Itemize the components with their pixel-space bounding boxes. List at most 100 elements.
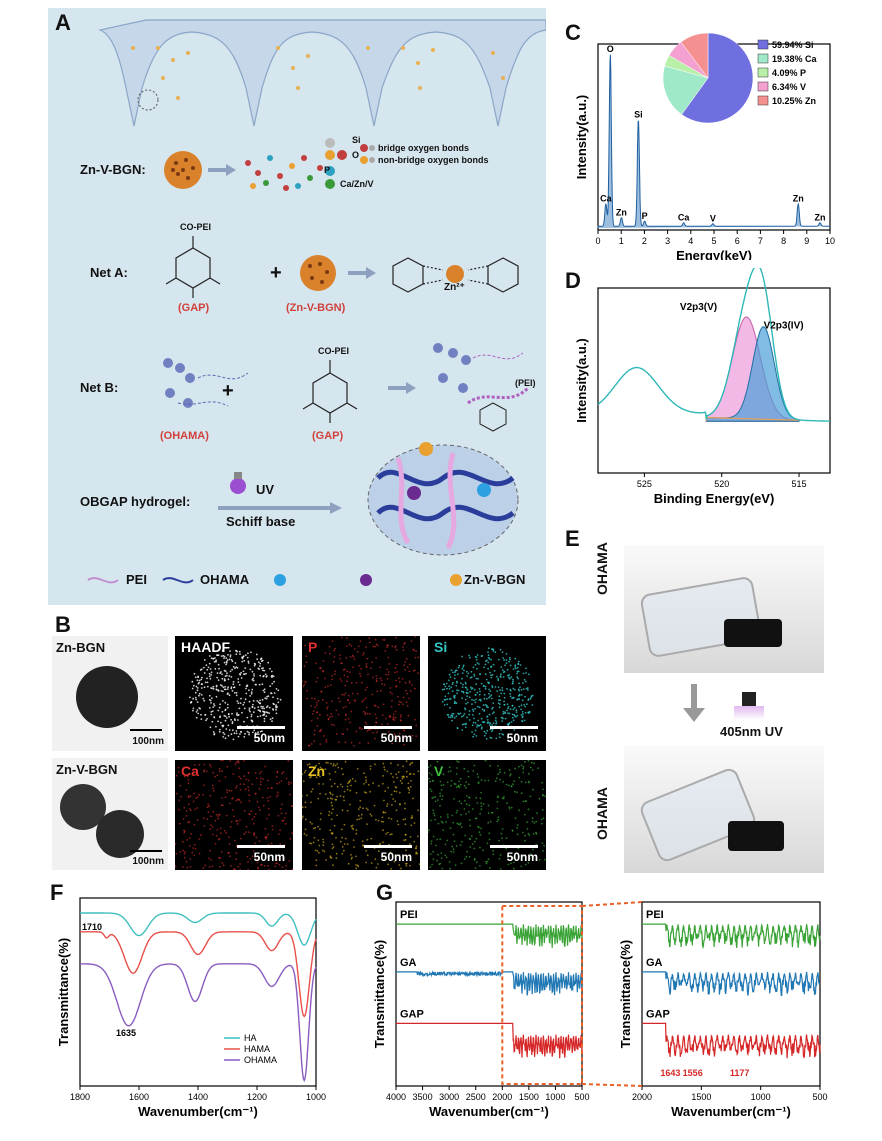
ohama-top-label: OHAMA [594, 542, 610, 595]
x-axis-label: Binding Energy(eV) [654, 491, 775, 506]
peak-label: Ca [678, 213, 690, 223]
legend-swatch [757, 53, 769, 64]
obgap-label: OBGAP hydrogel: [80, 494, 191, 509]
cazn-label: Ca/Zn/V [340, 179, 374, 189]
panel-e-label: E [565, 526, 580, 551]
annotation-1710: 1710 [82, 922, 102, 932]
zoom-line [581, 901, 643, 907]
x-tick-label: 3500 [413, 1092, 433, 1102]
x-tick-label: 8 [781, 236, 786, 246]
right-series-gap [642, 1022, 821, 1059]
hydrogel-network [367, 442, 519, 556]
uv-label: UV [256, 482, 275, 497]
pie-slice [662, 65, 709, 115]
x-tick-label: 2500 [466, 1092, 486, 1102]
x-tick-label: 1000 [306, 1092, 326, 1102]
left-series-pei [396, 923, 583, 948]
left-series-label: GAP [400, 1008, 424, 1020]
uv-405-label: 405nm UV [720, 724, 783, 739]
pie-slice [680, 32, 709, 79]
x-tick-label: 1500 [519, 1092, 539, 1102]
plot-frame [395, 901, 583, 1087]
annotation-1556: 1556 [683, 1068, 703, 1078]
row1-label: Zn-BGN [56, 640, 106, 655]
chart-g-ftir: 4000 3500 3000 2500 2000 1500 1000 500 Wavenumbe… [372, 901, 828, 1119]
legend-label: OHAMA [244, 1055, 277, 1065]
annotation-1635: 1635 [116, 1028, 136, 1038]
x-tick-label: 7 [758, 236, 763, 246]
legend-ohama: OHAMA [200, 572, 250, 587]
net-b-label: Net B: [80, 380, 119, 395]
gap-label-b: (GAP) [312, 430, 344, 442]
legend-swatch [757, 95, 769, 106]
x-tick-label: 2000 [492, 1092, 512, 1102]
eds-map-haadf: HAADF 50nm [175, 636, 293, 751]
zoom-box [501, 905, 584, 1085]
x-tick-label: 500 [574, 1092, 589, 1102]
scale-50: 50nm [506, 850, 538, 864]
o-label: O [352, 150, 360, 160]
eds-map-ca: Ca 50nm [175, 760, 293, 870]
scale-50: 50nm [506, 731, 538, 745]
y-axis-label: Transmittance(%) [372, 940, 387, 1048]
x-tick-label: 1000 [751, 1092, 771, 1102]
y-axis-label: Transmittance(%) [56, 938, 71, 1046]
bgn-sphere-neta [300, 255, 336, 291]
panel-g-label: G [376, 880, 394, 905]
glass-network [245, 155, 323, 191]
eds-map-title: V [434, 763, 444, 779]
x-tick-label: 4 [688, 236, 693, 246]
x-tick-label: 525 [637, 479, 652, 489]
peak-label: V [710, 213, 716, 223]
scale-50: 50nm [253, 850, 285, 864]
x-tick-label: 1500 [691, 1092, 711, 1102]
x-tick-label: 1 [619, 236, 624, 246]
panel-a-label: A [55, 10, 71, 35]
x-tick-label: 520 [714, 479, 729, 489]
peak-label: Ca [600, 194, 612, 204]
legend-swatch [757, 81, 769, 92]
x-tick-label: 500 [812, 1092, 827, 1102]
panel-d-label: D [565, 268, 581, 293]
x-tick-label: 3000 [439, 1092, 459, 1102]
nonbridge-label: non-bridge oxygen bonds [378, 155, 489, 165]
legend-swatch [757, 67, 769, 78]
pei-label-netb: (PEI) [515, 378, 536, 388]
series-ha [80, 912, 317, 946]
right-series-label: GAP [646, 1008, 670, 1020]
scale-50: 50nm [380, 850, 412, 864]
eds-map-v: V 50nm [428, 760, 546, 870]
x-axis-label: Wavenumber(cm⁻¹) [429, 1104, 549, 1119]
legend-label: 10.25% Zn [772, 96, 816, 106]
eds-map-p: P 50nm [302, 636, 420, 751]
x-tick-label: 3 [665, 236, 670, 246]
xps-spectrum [597, 268, 830, 422]
x-tick-label: 10 [825, 236, 835, 246]
eds-map-title: HAADF [181, 639, 230, 655]
annotation-v5: V2p3(V) [680, 302, 717, 313]
scale-50: 50nm [253, 731, 285, 745]
ohama-bottom-label: OHAMA [594, 787, 610, 840]
eds-map-title: Si [434, 639, 448, 655]
eds-map-title: Zn [308, 763, 326, 779]
net-a-label: Net A: [90, 265, 128, 280]
right-series-ga [642, 970, 821, 996]
legend-pei: PEI [126, 572, 147, 587]
zn-v-bgn-label: Zn-V-BGN: [80, 162, 146, 177]
x-tick-label: 515 [792, 479, 807, 489]
microneedle-array [97, 19, 546, 127]
x-tick-label: 5 [711, 236, 716, 246]
peak-label: Zn [793, 194, 804, 204]
ohama-label-netb: (OHAMA) [160, 430, 209, 442]
chart-d-xps: 525 520 515 Binding Energy(eV) Intensity(a.u… [574, 268, 831, 506]
left-series-gap [396, 1022, 583, 1059]
scale-50: 50nm [380, 731, 412, 745]
legend-label: 19.38% Ca [772, 54, 818, 64]
eds-map-title: P [308, 639, 318, 655]
background-line [705, 416, 800, 422]
zoom-line [581, 1083, 643, 1087]
annotation-1177: 1177 [730, 1068, 750, 1078]
x-tick-label: 6 [735, 236, 740, 246]
left-series-label: GA [400, 957, 417, 969]
series-ohama [80, 963, 317, 1083]
